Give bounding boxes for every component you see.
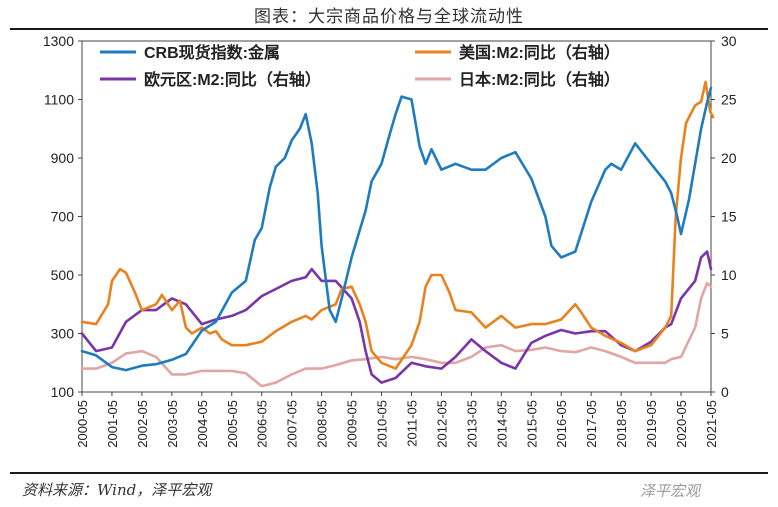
legend-item-us-m2: 美国:M2:同比（右轴） — [415, 43, 620, 62]
x-tick-label: 2001-05 — [105, 400, 120, 448]
x-tick-label: 2016-05 — [554, 400, 569, 448]
series-line-us-m2 — [80, 80, 715, 370]
series-line-japan-m2 — [80, 281, 713, 388]
series-line-crb-metals — [80, 86, 713, 372]
legend-item-euro-m2: 欧元区:M2:同比（右轴） — [100, 70, 321, 89]
y-right-tick-label: 0 — [721, 384, 729, 400]
y-right-tick-label: 25 — [721, 92, 737, 108]
x-tick-label: 2003-05 — [165, 400, 180, 448]
axes: 100 300 500 700 900 1100 1300 0 5 10 15 20 25 30 2000-… — [43, 33, 737, 448]
y-left-tick-label: 1100 — [44, 92, 74, 108]
x-tick-label: 2005-05 — [225, 400, 240, 448]
plot-area — [81, 40, 712, 393]
y-right-tick-label: 5 — [721, 326, 729, 342]
x-tick-label: 2012-05 — [434, 400, 449, 448]
x-tick-label: 2010-05 — [375, 400, 390, 448]
series-line-euro-m2 — [80, 250, 713, 384]
y-left-tick-label: 300 — [51, 326, 75, 342]
x-tick-label: 2015-05 — [524, 400, 539, 448]
legend-item-japan-m2: 日本:M2:同比（右轴） — [415, 70, 620, 89]
legend-label: 欧元区:M2:同比（右轴） — [144, 70, 321, 89]
legend: CRB现货指数:金属 美国:M2:同比（右轴） 欧元区:M2:同比（右轴） 日本:M2… — [100, 43, 620, 89]
y-left-tick-label: 900 — [51, 150, 75, 166]
y-left-tick-label: 100 — [51, 384, 75, 400]
x-tick-label: 2020-05 — [674, 400, 689, 448]
x-tick-label: 2009-05 — [345, 400, 360, 448]
x-tick-label: 2021-05 — [704, 400, 719, 448]
legend-label: 日本:M2:同比（右轴） — [459, 70, 620, 89]
x-tick-label: 2017-05 — [584, 400, 599, 448]
y-right-tick-label: 20 — [721, 150, 737, 166]
legend-item-crb: CRB现货指数:金属 — [100, 43, 280, 62]
plot-frame — [81, 40, 712, 393]
y-left-tick-label: 700 — [51, 209, 75, 225]
bottom-rule — [10, 472, 768, 474]
line-chart: 100 300 500 700 900 1100 1300 0 5 10 15 20 25 30 2000-… — [43, 33, 737, 448]
x-tick-label: 2004-05 — [195, 400, 210, 448]
source-note: 资料来源：Wind，泽平宏观 — [22, 481, 212, 499]
y-left-tick-label: 1300 — [43, 33, 74, 49]
x-tick-label: 2019-05 — [644, 400, 659, 448]
y-right-tick-label: 15 — [721, 209, 737, 225]
x-tick-label: 2008-05 — [315, 400, 330, 448]
top-rule — [10, 28, 768, 30]
x-tick-label: 2018-05 — [614, 400, 629, 448]
chart-title: 图表：大宗商品价格与全球流动性 — [254, 7, 524, 27]
series-layer — [80, 80, 715, 388]
y-left-tick-label: 500 — [51, 267, 75, 283]
x-tick-label: 2013-05 — [464, 400, 479, 448]
legend-label: 美国:M2:同比（右轴） — [459, 43, 620, 62]
legend-label: CRB现货指数:金属 — [144, 43, 280, 62]
x-tick-label: 2014-05 — [494, 400, 509, 448]
y-right-tick-label: 10 — [721, 267, 737, 283]
x-tick-label: 2006-05 — [255, 400, 270, 448]
x-tick-label: 2007-05 — [285, 400, 300, 448]
x-tick-label: 2002-05 — [135, 400, 150, 448]
watermark-text: 泽平宏观 — [640, 482, 701, 500]
y-right-tick-label: 30 — [721, 33, 737, 49]
x-tick-label: 2000-05 — [75, 400, 90, 448]
x-tick-label: 2011-05 — [404, 400, 419, 447]
